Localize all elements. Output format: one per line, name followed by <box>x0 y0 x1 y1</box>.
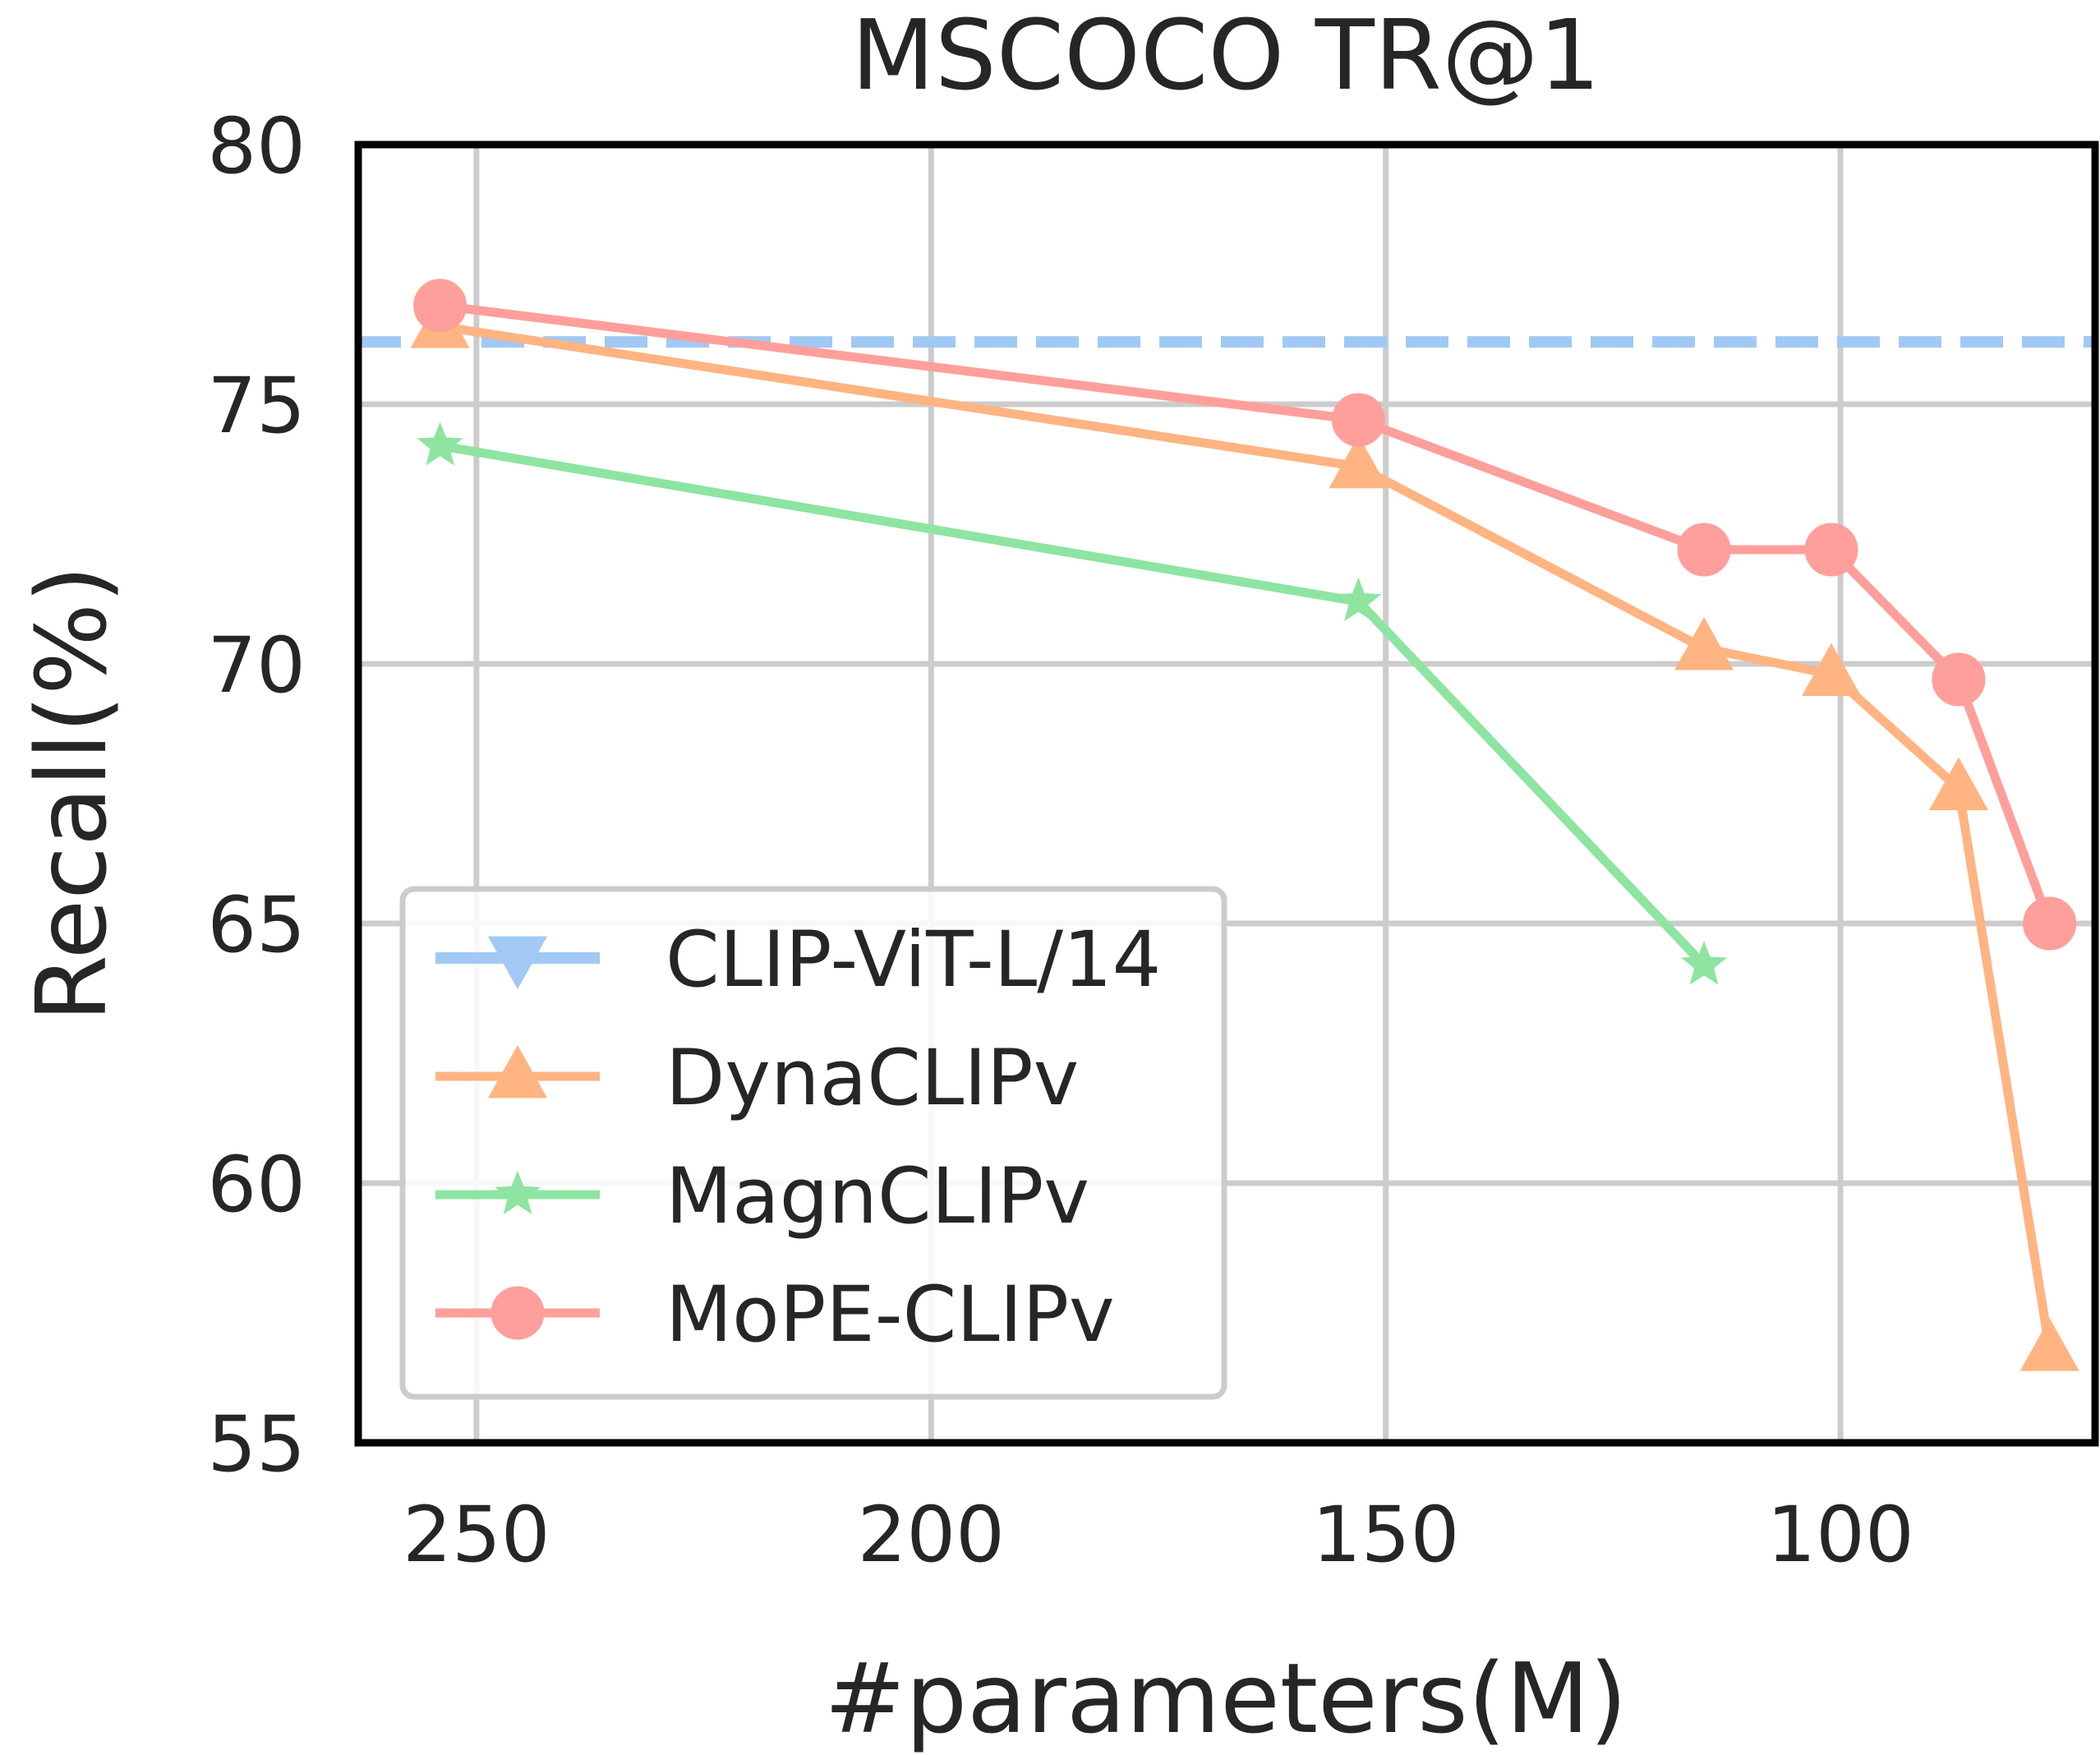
series-mope-clipv <box>413 279 2077 951</box>
y-tick-label: 75 <box>207 362 306 451</box>
data-point <box>413 279 467 333</box>
series-magnclipv <box>417 421 1728 985</box>
legend-box <box>399 886 1227 1400</box>
data-point <box>1804 523 1858 577</box>
legend-label: DynaCLIPv <box>665 1034 1079 1123</box>
data-point <box>417 421 463 466</box>
x-axis-title: #parameters(M) <box>824 1642 1627 1755</box>
data-point <box>1674 617 1734 670</box>
y-tick-label: 55 <box>207 1400 306 1490</box>
plot-frame <box>354 140 2099 1447</box>
legend-label: MagnCLIPv <box>665 1152 1089 1241</box>
series-dynaclipv <box>410 295 2079 1371</box>
legend-marker <box>490 1286 545 1340</box>
data-point <box>1329 435 1388 489</box>
y-tick-label: 60 <box>207 1140 306 1230</box>
x-tick-label: 200 <box>858 1490 1005 1580</box>
data-point <box>1802 643 1862 697</box>
legend: CLIP-ViT-L/14 DynaCLIPv MagnCLIPv MoPE-CLIP… <box>399 886 1227 1400</box>
data-point <box>1681 941 1728 985</box>
legend-item: CLIP-ViT-L/14 <box>435 915 1161 1005</box>
y-axis-title: Recall(%) <box>15 565 128 1022</box>
series-line <box>439 321 2055 1351</box>
legend-item: MagnCLIPv <box>435 1152 1089 1241</box>
data-point <box>1932 652 1986 707</box>
x-tick-label: 250 <box>403 1490 550 1580</box>
legend-marker <box>495 1170 541 1214</box>
legend-item: MoPE-CLIPv <box>435 1270 1115 1360</box>
y-tick-label: 65 <box>207 881 306 970</box>
data-point <box>1677 523 1731 577</box>
series-line <box>439 301 2054 925</box>
x-tick-label: 150 <box>1312 1490 1459 1580</box>
x-ticks: 250 200 150 100 <box>403 1490 1914 1580</box>
legend-item: DynaCLIPv <box>435 1034 1079 1123</box>
data-point <box>1928 757 1988 811</box>
legend-label: CLIP-ViT-L/14 <box>665 915 1161 1005</box>
data-point <box>1335 577 1382 621</box>
chart-title: MSCOCO TR@1 <box>851 0 1600 112</box>
series-layer <box>358 279 2095 1371</box>
data-point <box>1331 393 1385 447</box>
y-tick-label: 80 <box>207 102 306 191</box>
data-point <box>2019 1318 2079 1371</box>
legend-marker <box>487 1044 548 1099</box>
y-ticks: 55 60 65 70 75 80 <box>207 102 306 1490</box>
legend-label: MoPE-CLIPv <box>665 1270 1115 1360</box>
legend-marker <box>487 936 548 990</box>
data-point <box>2023 896 2077 951</box>
y-tick-label: 70 <box>207 621 306 711</box>
x-tick-label: 100 <box>1766 1490 1913 1580</box>
